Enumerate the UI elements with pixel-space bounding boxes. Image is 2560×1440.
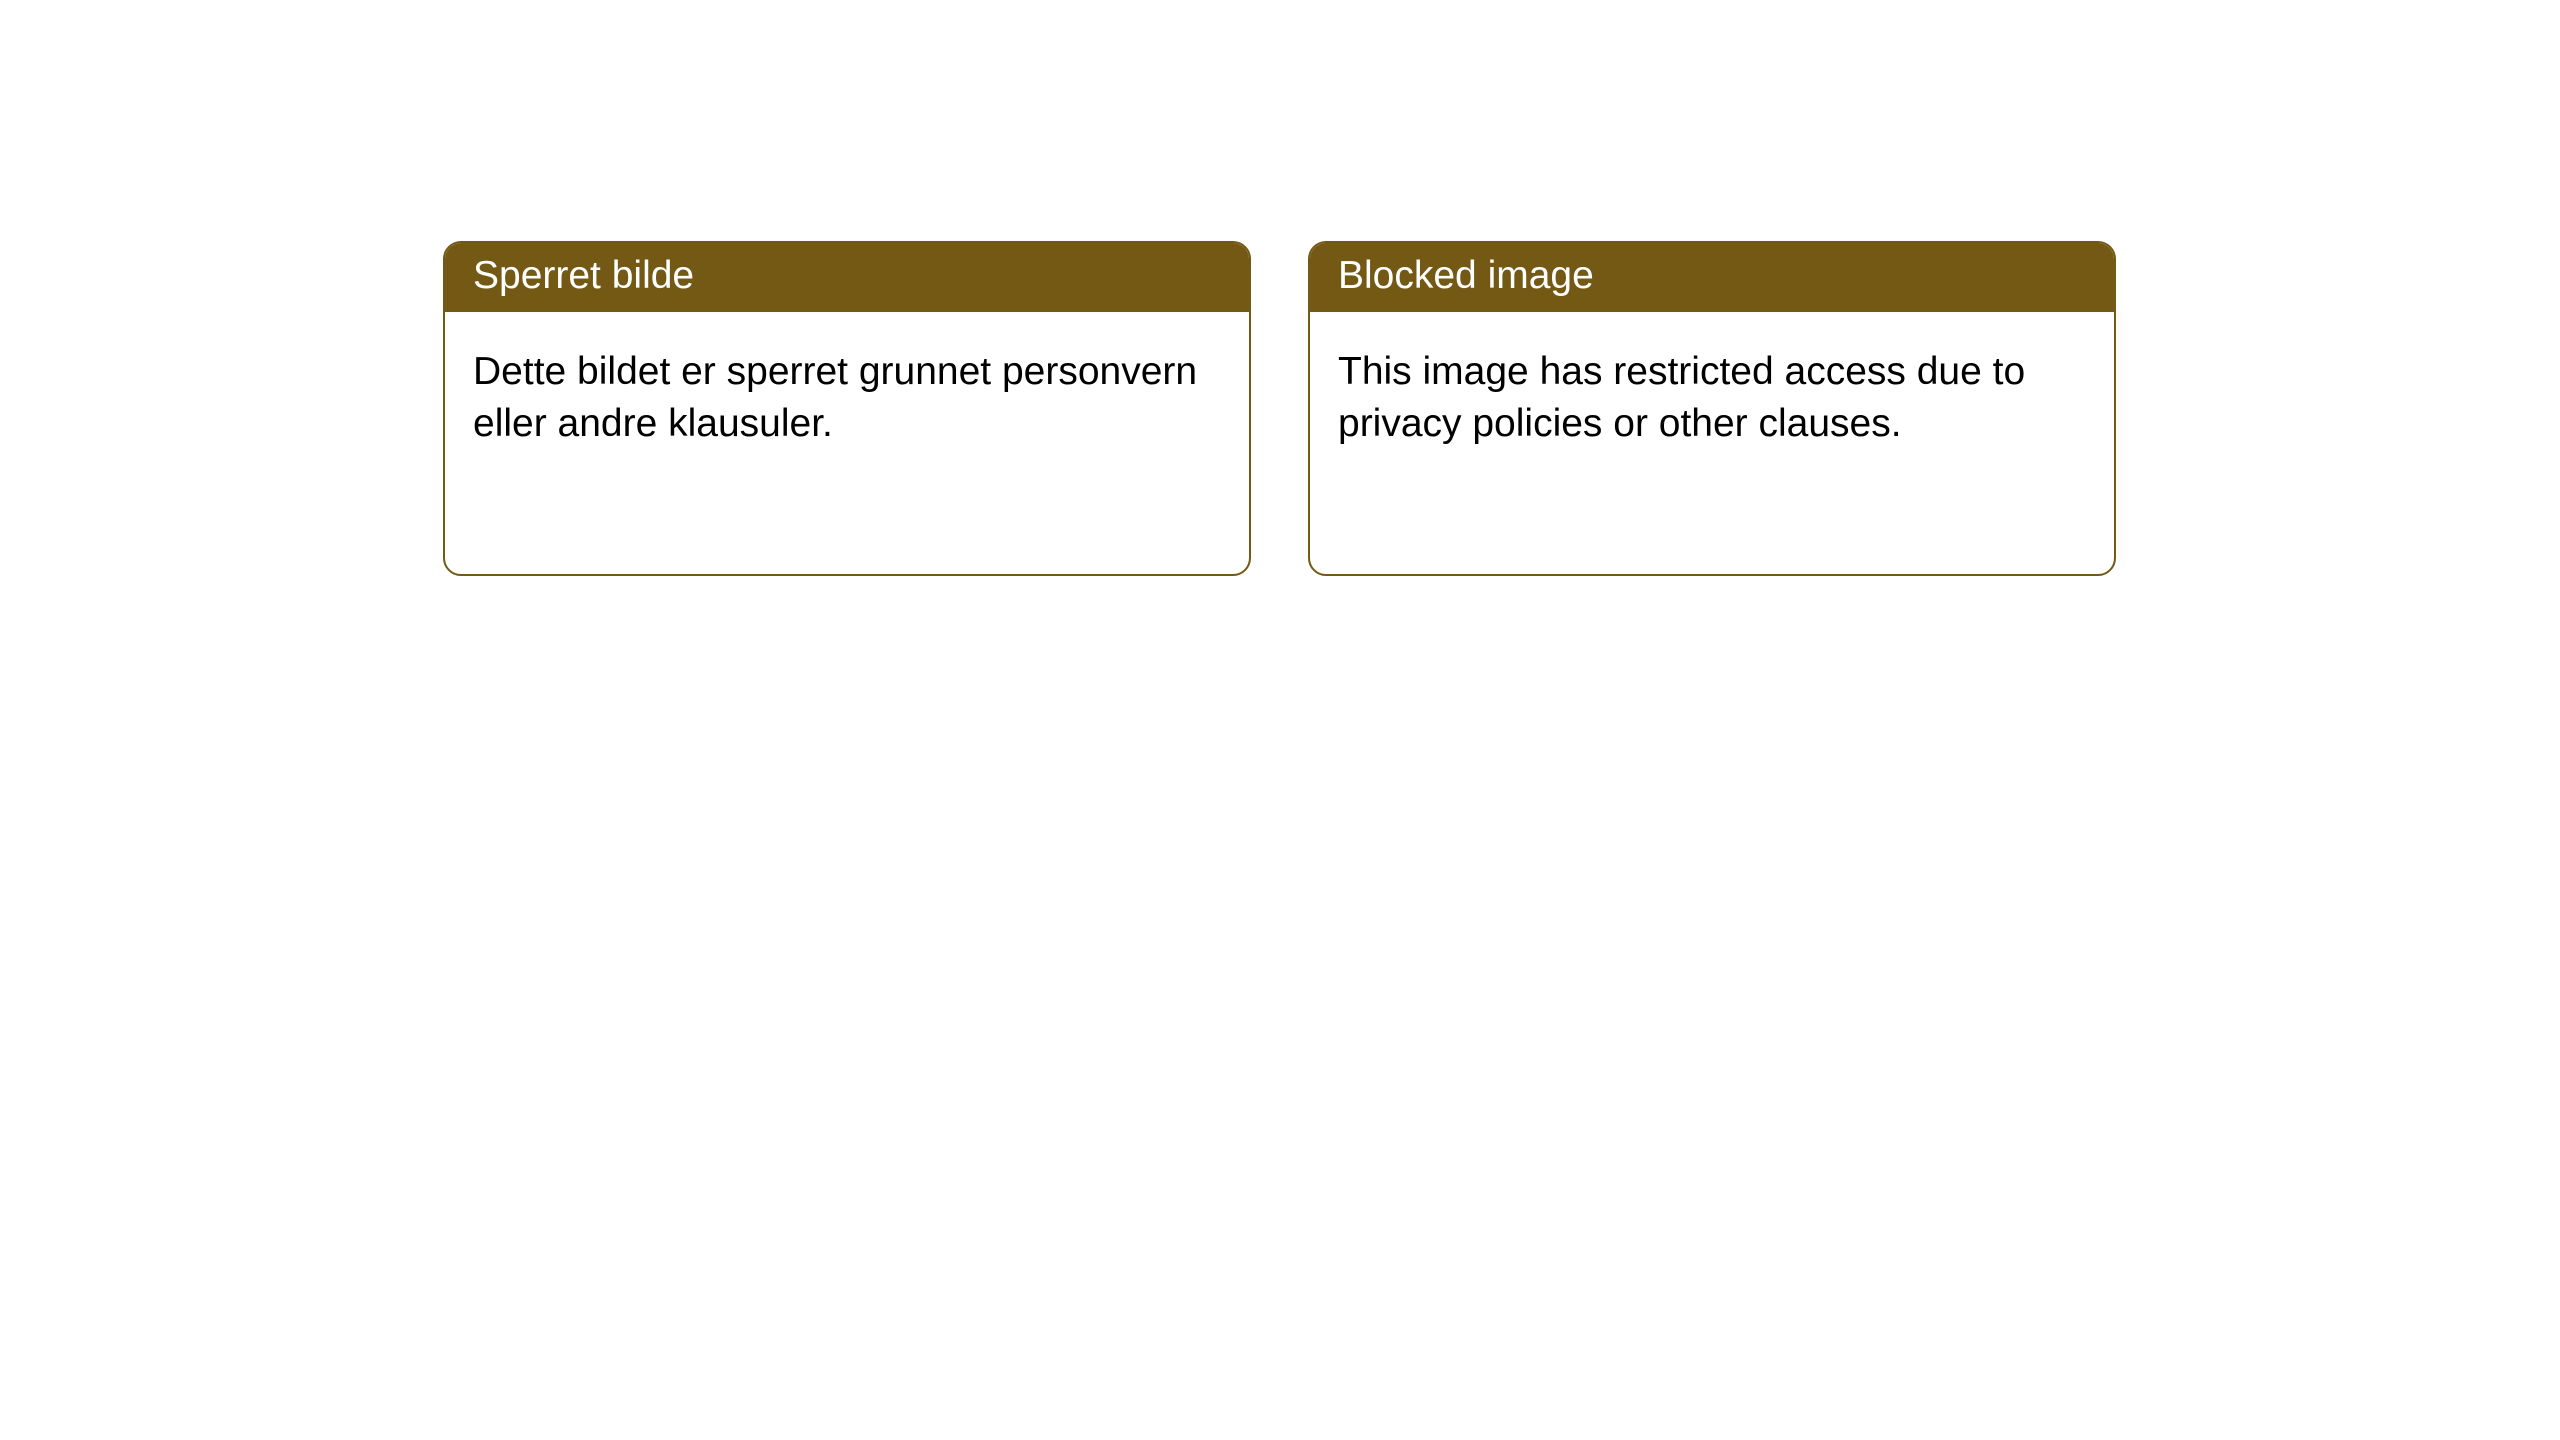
card-header-en: Blocked image — [1310, 243, 2114, 312]
card-header-no: Sperret bilde — [445, 243, 1249, 312]
notice-card-no: Sperret bilde Dette bildet er sperret gr… — [443, 241, 1251, 576]
notice-container: Sperret bilde Dette bildet er sperret gr… — [443, 241, 2116, 576]
card-body-no: Dette bildet er sperret grunnet personve… — [445, 312, 1249, 479]
notice-card-en: Blocked image This image has restricted … — [1308, 241, 2116, 576]
card-body-en: This image has restricted access due to … — [1310, 312, 2114, 479]
